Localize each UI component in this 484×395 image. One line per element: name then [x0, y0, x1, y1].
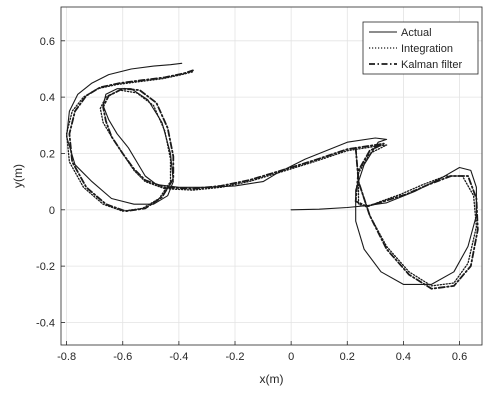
plot-area: [65, 62, 479, 290]
y-axis-label: y(m): [11, 164, 25, 188]
legend-label: Kalman filter: [401, 59, 462, 71]
x-tick-label: 0: [288, 351, 294, 363]
x-axis-label: x(m): [260, 372, 284, 386]
x-tick-label: -0.4: [169, 351, 188, 363]
y-tick-label: 0.2: [40, 148, 55, 160]
y-tick-label: 0.6: [40, 36, 55, 48]
legend-label: Actual: [401, 27, 432, 39]
x-tick-label: -0.6: [113, 351, 132, 363]
legend-label: Integration: [401, 43, 453, 55]
x-tick-label: 0.4: [396, 351, 411, 363]
x-tick-label: -0.2: [226, 351, 245, 363]
axes-box: [60, 6, 483, 346]
y-tick-label: -0.2: [36, 261, 55, 273]
x-tick-label: 0.6: [452, 351, 467, 363]
ticks: -0.8 -0.6 -0.4 -0.2 0 0.2 0.4 0.6 -0.4 -0.2 0 0.2 0.…: [36, 36, 467, 363]
y-tick-label: 0.4: [40, 92, 55, 104]
x-tick-label: 0.2: [340, 351, 355, 363]
x-tick-label: -0.8: [57, 351, 76, 363]
series-line-kalman-filter: [68, 69, 479, 290]
legend: Actual Integration Kalman filter: [362, 21, 479, 75]
y-tick-label: 0: [49, 205, 55, 217]
series-line-integration: [65, 71, 478, 287]
y-tick-label: -0.4: [36, 317, 55, 329]
